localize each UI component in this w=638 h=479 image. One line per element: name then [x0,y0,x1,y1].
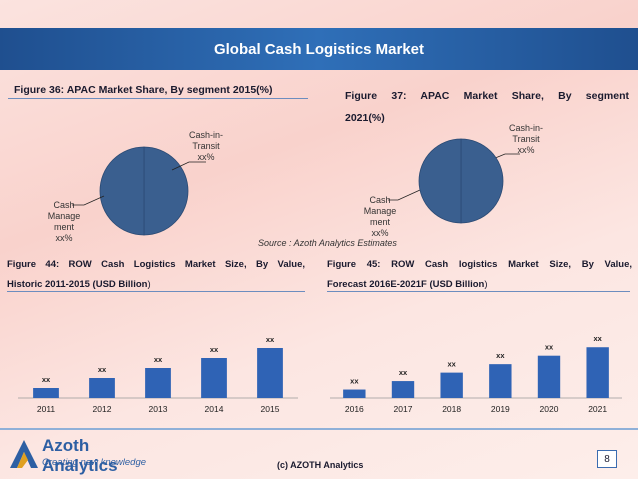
footer-divider [0,428,638,430]
copyright-text: (c) AZOTH Analytics [277,460,364,470]
bar2-tick-2020: 2020 [540,404,559,414]
figure-44-title: Figure 44: ROW Cash Logistics Market Siz… [7,255,305,295]
header-bar: Global Cash Logistics Market [0,28,638,70]
bar2-tick-2021: 2021 [588,404,607,414]
logo-name: Azoth Analytics [42,436,118,475]
bar2-bar-2017 [391,381,415,398]
page-title: Global Cash Logistics Market [213,40,425,58]
bar1-bar-2012 [89,378,115,398]
bar1-tick-2015: 2015 [261,404,280,414]
bar2-bar-2020 [537,355,561,398]
bar2-tick-2018: 2018 [442,404,461,414]
source-note: Source : Azoth Analytics Estimates [258,238,397,248]
bar1-bar-2011 [33,388,59,398]
bar2-data-label-2020: xx [545,343,554,352]
pie2-slice-1 [418,138,462,224]
bar1-tick-2011: 2011 [37,404,56,414]
pie-chart-apac-2021 [418,138,504,224]
pie1-label-cit: Cash-in- Transit xx% [188,130,223,162]
bar2-bar-2021 [586,347,609,398]
pie1-label-cm: Cash Manage ment xx% [47,200,81,243]
figure-44-divider [7,291,305,292]
bar2-data-label-2021: xx [593,335,602,343]
page-number: 8 [597,450,617,468]
bar-chart-row-historic: xx 2011 xx 2012 xx 2013 xx 2014 xx 2015 [18,335,298,414]
pie2-label-cit: Cash-in- Transit xx% [508,123,543,155]
bar1-tick-2014: 2014 [205,404,224,414]
bar2-bar-2016 [343,389,366,398]
figure-45-title-line2: Forecast 2016E-2021F (USD Billion [327,279,485,290]
bar1-tick-2013: 2013 [149,404,168,414]
figure-44-title-line2: Historic 2011-2015 (USD Billion [7,279,148,290]
pie1-slice-1 [99,146,145,236]
bar2-tick-2019: 2019 [491,404,510,414]
bar2-bar-2018 [440,372,463,398]
figure-37-title-line2: 2021(%) [345,112,385,124]
bar2-data-label-2016: xx [350,377,359,386]
figure-45-title-line1: Figure 45: ROW Cash logistics Market Siz… [327,259,632,270]
bar1-data-label-2014: xx [210,345,219,354]
bar2-data-label-2019: xx [496,351,505,360]
figure-37-title: Figure 37: APAC Market Share, By segment… [345,85,629,129]
pie2-slice-0 [460,138,504,224]
pie-chart-apac-2015 [99,146,189,236]
figure-45-divider [327,291,630,292]
bar1-data-label-2012: xx [98,365,107,374]
figure-45-title-tail: ) [484,279,488,290]
bar2-bar-2019 [489,364,512,398]
figure-44-title-line1: Figure 44: ROW Cash Logistics Market Siz… [7,259,305,270]
pie1-slice-0 [143,146,189,236]
logo-tagline: Creating new knowledge [42,457,147,468]
company-logo: Azoth Analytics Creating new knowledge [8,436,168,475]
bar-chart-row-forecast: xx 2016 xx 2017 xx 2018 xx 2019 xx 2020 xx 2021 [330,335,622,414]
azoth-logo-icon [10,440,38,468]
figure-37-title-line1: Figure 37: APAC Market Share, By segment [345,90,629,102]
bar2-data-label-2017: xx [399,368,408,377]
bar1-bar-2014 [201,358,227,398]
bar1-bar-2013 [145,368,171,398]
bar2-tick-2016: 2016 [345,404,364,414]
bar1-tick-2012: 2012 [93,404,112,414]
bar1-data-label-2013: xx [154,355,163,364]
figure-45-title: Figure 45: ROW Cash logistics Market Siz… [327,255,632,295]
bar2-data-label-2018: xx [447,360,456,369]
figure-44-title-tail: ) [147,279,151,290]
pie2-label-cm: Cash Manage ment xx% [363,195,397,238]
figure-36-title: Figure 36: APAC Market Share, By segment… [14,84,273,96]
bar1-data-label-2015: xx [266,335,275,344]
bar1-bar-2015 [257,348,283,398]
bar1-data-label-2011: xx [42,375,51,384]
bar2-tick-2017: 2017 [394,404,413,414]
figure-36-divider [8,98,308,99]
